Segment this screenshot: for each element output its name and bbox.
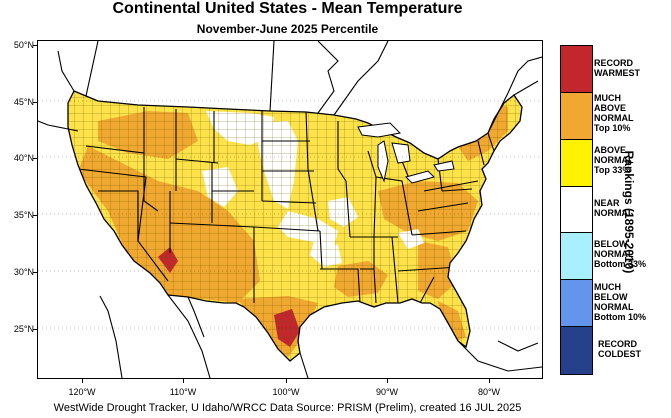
lat-label-40: 40°N	[13, 153, 34, 163]
map-panel	[37, 40, 543, 379]
lon-label-100w: 100°W	[272, 387, 300, 397]
lon-label-80w: 80°W	[477, 387, 501, 397]
map-subtitle: November-June 2025 Percentile	[196, 22, 379, 36]
lon-label-90w: 90°W	[375, 387, 399, 397]
lon-label-110w: 110°W	[169, 387, 197, 397]
lat-label-35: 35°N	[13, 210, 34, 220]
legend-swatch-much-above	[561, 93, 592, 140]
legend-label-below: BELOW NORMAL Bottom 33%	[594, 239, 647, 269]
legend-label-much-below: MUCH BELOW NORMAL Bottom 10%	[594, 282, 647, 322]
legend-swatch-record-coldest	[561, 327, 592, 374]
data-source-credit: WestWide Drought Tracker, U Idaho/WRCC D…	[53, 402, 522, 414]
legend-colorbar	[560, 45, 593, 375]
legend-swatch-record-warmest	[561, 46, 592, 93]
percentile-map	[38, 41, 542, 378]
lat-label-25: 25°N	[13, 324, 34, 334]
legend-label-record-warmest: RECORD WARMEST	[594, 58, 640, 78]
lat-label-30: 30°N	[13, 267, 34, 277]
legend-label-above: ABOVE NORMAL Top 33%	[594, 145, 634, 175]
legend-swatch-much-below	[561, 280, 592, 327]
lon-label-120w: 120°W	[68, 387, 96, 397]
legend-label-record-coldest: RECORD COLDEST	[598, 339, 642, 359]
legend-label-near-normal: NEAR NORMAL	[594, 198, 634, 218]
legend-swatch-above	[561, 140, 592, 187]
legend-swatch-near-normal	[561, 187, 592, 233]
legend-title: Rankings (1895-2010)	[622, 150, 636, 274]
lat-label-50: 50°N	[13, 40, 34, 50]
map-title: Continental United States - Mean Tempera…	[112, 0, 463, 17]
lat-label-45: 45°N	[13, 97, 34, 107]
legend-swatch-below	[561, 233, 592, 280]
legend-label-much-above: MUCH ABOVE NORMAL Top 10%	[594, 93, 634, 133]
